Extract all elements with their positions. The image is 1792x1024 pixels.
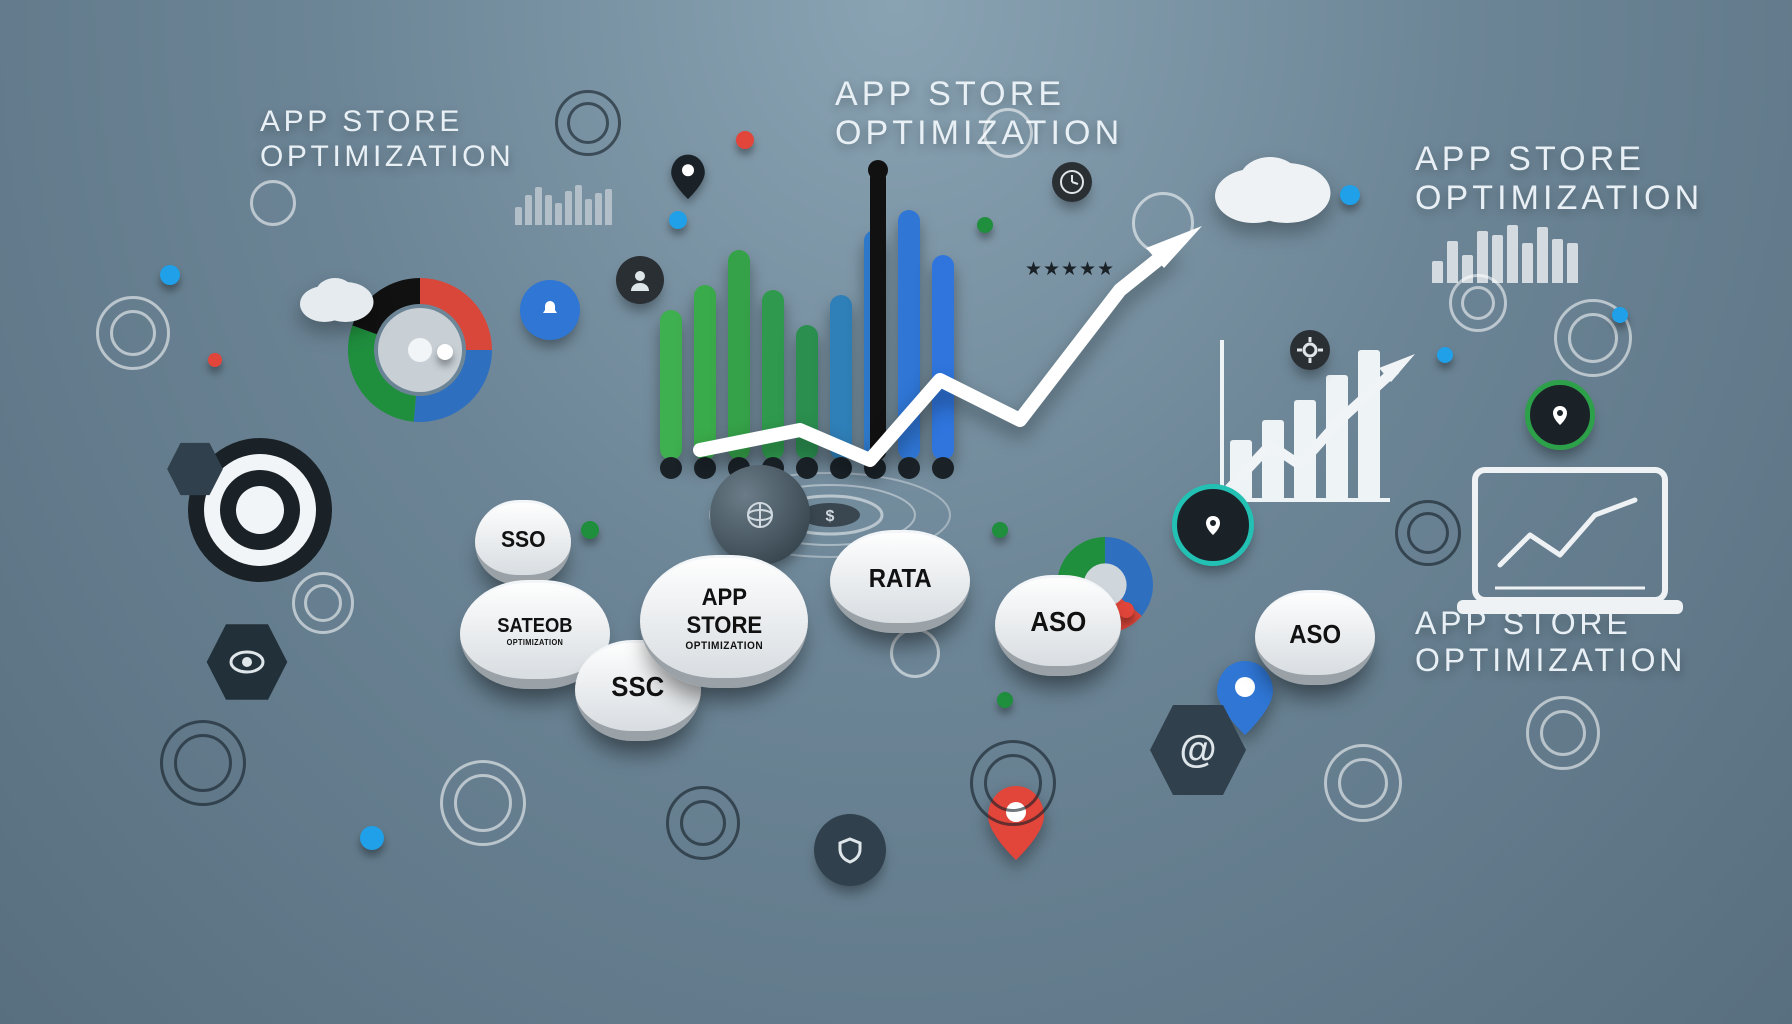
svg-text:★: ★: [1079, 259, 1096, 280]
bubble-aso1: ASO: [995, 575, 1121, 676]
svg-text:★: ★: [1097, 259, 1114, 280]
svg-text:★: ★: [1061, 259, 1078, 280]
svg-text:★: ★: [1043, 259, 1060, 280]
bubble-appstore: APPSTOREOPTIMIZATION: [640, 555, 808, 688]
rating-stars: ★★★★★: [0, 0, 1792, 1024]
svg-text:★: ★: [1025, 259, 1042, 280]
bubble-rata: RATA: [830, 530, 970, 633]
infographic-canvas: APP STORE OPTIMIZATION APP STORE OPTIMIZ…: [0, 0, 1792, 1024]
bubble-sso: SSO: [475, 500, 571, 585]
bubble-aso2: ASO: [1255, 590, 1375, 685]
